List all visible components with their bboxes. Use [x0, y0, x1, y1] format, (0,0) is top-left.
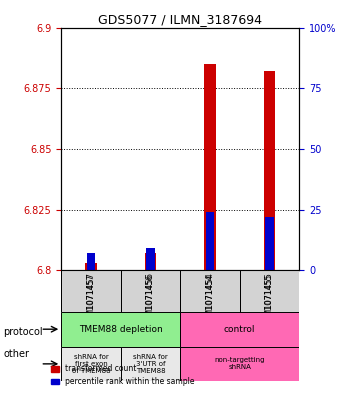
- FancyBboxPatch shape: [61, 270, 121, 312]
- FancyBboxPatch shape: [240, 270, 299, 312]
- Text: other: other: [3, 349, 29, 359]
- FancyBboxPatch shape: [121, 347, 180, 381]
- Text: shRNA for
3'UTR of
TMEM88: shRNA for 3'UTR of TMEM88: [133, 354, 168, 374]
- Text: shRNA for
first exon
of TMEM88: shRNA for first exon of TMEM88: [72, 354, 110, 374]
- Text: GSM1071456: GSM1071456: [146, 274, 155, 325]
- Bar: [204, 64, 216, 270]
- Bar: [146, 248, 155, 270]
- Text: GSM1071456: GSM1071456: [146, 272, 155, 328]
- Legend: transformed count, percentile rank within the sample: transformed count, percentile rank withi…: [48, 361, 198, 389]
- Text: GSM1071454: GSM1071454: [205, 272, 215, 328]
- Bar: [265, 217, 274, 270]
- Bar: [87, 253, 95, 270]
- FancyBboxPatch shape: [180, 347, 299, 381]
- Text: TMEM88 depletion: TMEM88 depletion: [79, 325, 163, 334]
- Text: GSM1071457: GSM1071457: [86, 272, 96, 328]
- FancyBboxPatch shape: [180, 312, 299, 347]
- Text: control: control: [224, 325, 255, 334]
- Bar: [85, 263, 97, 270]
- Text: GSM1071454: GSM1071454: [205, 274, 215, 325]
- Text: GSM1071455: GSM1071455: [265, 274, 274, 325]
- Text: GSM1071455: GSM1071455: [265, 272, 274, 328]
- Bar: [144, 253, 156, 270]
- Bar: [206, 212, 214, 270]
- Text: non-targetting
shRNA: non-targetting shRNA: [215, 357, 265, 370]
- FancyBboxPatch shape: [61, 347, 121, 381]
- FancyBboxPatch shape: [121, 270, 180, 312]
- Title: GDS5077 / ILMN_3187694: GDS5077 / ILMN_3187694: [98, 13, 262, 26]
- Text: GSM1071457: GSM1071457: [86, 274, 96, 325]
- Bar: [264, 71, 275, 270]
- Text: protocol: protocol: [3, 327, 43, 337]
- FancyBboxPatch shape: [180, 270, 240, 312]
- FancyBboxPatch shape: [61, 312, 180, 347]
